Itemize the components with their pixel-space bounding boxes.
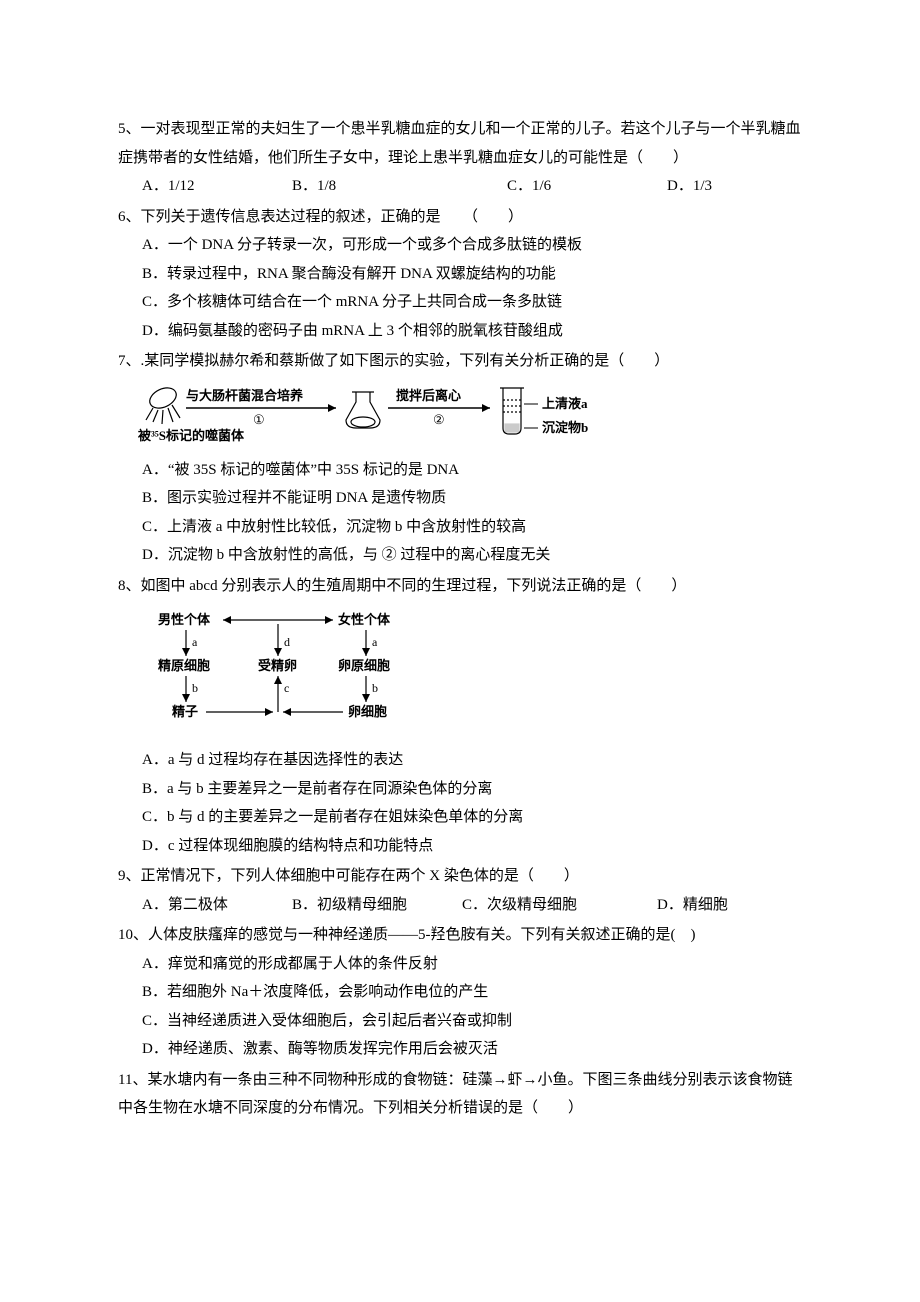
question-9: 9、正常情况下，下列人体细胞中可能存在两个 X 染色体的是（ ） A．第二极体 … bbox=[118, 862, 802, 919]
q7-diagram: 与大肠杆菌混合培养 ① 被³⁵S标记的噬菌体 搅拌后离心 ② bbox=[138, 380, 802, 452]
q8-sperm: 精子 bbox=[172, 704, 198, 719]
q8-b2: b bbox=[372, 681, 378, 695]
question-5: 5、一对表现型正常的夫妇生了一个患半乳糖血症的女儿和一个正常的儿子。若这个儿子与… bbox=[118, 115, 802, 201]
q8-d: d bbox=[284, 635, 290, 649]
q8-opt-b: B．a 与 b 主要差异之一是前者存在同源染色体的分离 bbox=[118, 775, 802, 804]
q8-spermp: 精原细胞 bbox=[158, 658, 210, 673]
q10-opt-a: A．痒觉和痛觉的形成都属于人体的条件反射 bbox=[118, 950, 802, 979]
q5-opt-b: B．1/8 bbox=[292, 172, 507, 201]
q8-c: c bbox=[284, 681, 289, 695]
q9-opt-a: A．第二极体 bbox=[142, 891, 292, 920]
q6-opt-c: C．多个核糖体可结合在一个 mRNA 分子上共同合成一条多肽链 bbox=[118, 288, 802, 317]
q9-opt-d: D．精细胞 bbox=[657, 891, 728, 920]
q7-label-mix: 与大肠杆菌混合培养 bbox=[186, 388, 304, 403]
q9-text: 9、正常情况下，下列人体细胞中可能存在两个 X 染色体的是（ ） bbox=[118, 862, 802, 891]
q5-options: A．1/12 B．1/8 C．1/6 D．1/3 bbox=[118, 172, 802, 201]
q10-opt-c: C．当神经递质进入受体细胞后，会引起后者兴奋或抑制 bbox=[118, 1007, 802, 1036]
q8-a2: a bbox=[372, 635, 378, 649]
q8-female: 女性个体 bbox=[338, 612, 391, 627]
q9-opt-c: C．次级精母细胞 bbox=[462, 891, 657, 920]
q8-b1: b bbox=[192, 681, 198, 695]
q7-text: 7、.某同学模拟赫尔希和蔡斯做了如下图示的实验，下列有关分析正确的是（ ） bbox=[118, 347, 802, 376]
q8-text: 8、如图中 abcd 分别表示人的生殖周期中不同的生理过程，下列说法正确的是（ … bbox=[118, 572, 802, 601]
q9-options: A．第二极体 B．初级精母细胞 C．次级精母细胞 D．精细胞 bbox=[118, 891, 802, 920]
q7-opt-b: B．图示实验过程并不能证明 DNA 是遗传物质 bbox=[118, 484, 802, 513]
q8-eggp: 卵原细胞 bbox=[338, 658, 390, 673]
q7-opt-d: D．沉淀物 b 中含放射性的高低，与 ② 过程中的离心程度无关 bbox=[118, 541, 802, 570]
q7-opt-a: A．“被 35S 标记的噬菌体”中 35S 标记的是 DNA bbox=[118, 456, 802, 485]
question-6: 6、下列关于遗传信息表达过程的叙述，正确的是 （ ） A．一个 DNA 分子转录… bbox=[118, 203, 802, 346]
q5-opt-c: C．1/6 bbox=[507, 172, 667, 201]
q6-opt-b: B．转录过程中，RNA 聚合酶没有解开 DNA 双螺旋结构的功能 bbox=[118, 260, 802, 289]
q8-male: 男性个体 bbox=[158, 612, 211, 627]
q7-label-left: 被³⁵S标记的噬菌体 bbox=[138, 428, 245, 443]
q6-opt-a: A．一个 DNA 分子转录一次，可形成一个或多个合成多肽链的模板 bbox=[118, 231, 802, 260]
question-11: 11、某水塘内有一条由三种不同物种形成的食物链：硅藻→虾→小鱼。下图三条曲线分别… bbox=[118, 1066, 802, 1123]
q8-opt-a: A．a 与 d 过程均存在基因选择性的表达 bbox=[118, 746, 802, 775]
q8-opt-d: D．c 过程体现细胞膜的结构特点和功能特点 bbox=[118, 832, 802, 861]
q8-diagram: 男性个体 女性个体 a a d 精原细胞 受精卵 卵原细胞 b bbox=[148, 608, 802, 738]
q7-opt-c: C．上清液 a 中放射性比较低，沉淀物 b 中含放射性的较高 bbox=[118, 513, 802, 542]
q8-a1: a bbox=[192, 635, 198, 649]
q10-text: 10、人体皮肤瘙痒的感觉与一种神经递质——5-羟色胺有关。下列有关叙述正确的是(… bbox=[118, 921, 802, 950]
q8-opt-c: C．b 与 d 的主要差异之一是前者存在姐妹染色单体的分离 bbox=[118, 803, 802, 832]
question-8: 8、如图中 abcd 分别表示人的生殖周期中不同的生理过程，下列说法正确的是（ … bbox=[118, 572, 802, 861]
q5-opt-a: A．1/12 bbox=[142, 172, 292, 201]
q7-label-sed: 沉淀物b bbox=[542, 420, 588, 435]
q5-opt-d: D．1/3 bbox=[667, 172, 712, 201]
q7-step1: ① bbox=[253, 412, 265, 427]
q11-text: 11、某水塘内有一条由三种不同物种形成的食物链：硅藻→虾→小鱼。下图三条曲线分别… bbox=[118, 1066, 802, 1123]
q6-opt-d: D．编码氨基酸的密码子由 mRNA 上 3 个相邻的脱氧核苷酸组成 bbox=[118, 317, 802, 346]
q5-text: 5、一对表现型正常的夫妇生了一个患半乳糖血症的女儿和一个正常的儿子。若这个儿子与… bbox=[118, 115, 802, 172]
question-10: 10、人体皮肤瘙痒的感觉与一种神经递质——5-羟色胺有关。下列有关叙述正确的是(… bbox=[118, 921, 802, 1064]
q7-label-centrifuge: 搅拌后离心 bbox=[396, 388, 461, 403]
q7-label-sup: 上清液a bbox=[542, 396, 588, 411]
q10-opt-b: B．若细胞外 Na＋浓度降低，会影响动作电位的产生 bbox=[118, 978, 802, 1007]
q7-step2: ② bbox=[433, 412, 445, 427]
q6-text: 6、下列关于遗传信息表达过程的叙述，正确的是 （ ） bbox=[118, 203, 802, 232]
q8-zygote: 受精卵 bbox=[258, 658, 297, 673]
q10-opt-d: D．神经递质、激素、酶等物质发挥完作用后会被灭活 bbox=[118, 1035, 802, 1064]
question-7: 7、.某同学模拟赫尔希和蔡斯做了如下图示的实验，下列有关分析正确的是（ ） 与大… bbox=[118, 347, 802, 570]
q8-egg: 卵细胞 bbox=[348, 704, 387, 719]
q9-opt-b: B．初级精母细胞 bbox=[292, 891, 462, 920]
